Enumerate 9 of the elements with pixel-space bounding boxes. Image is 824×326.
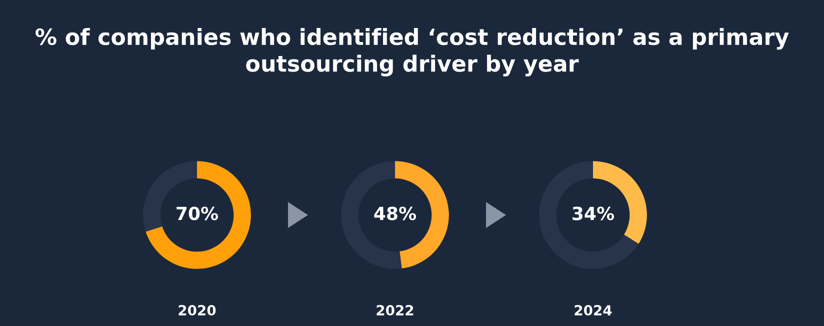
text: 2024 [574,305,612,316]
data-label: 70% [176,206,218,220]
data-label: 34% [572,206,614,220]
text: 2020 [178,305,216,316]
donut-slice [539,161,639,269]
donut-slice [146,161,251,269]
data-label: 48% [374,206,416,220]
text: 2022 [376,305,414,316]
text: % of companies who identified ‘cost reduction’ as a primary outsourcing driver by year [36,28,789,76]
